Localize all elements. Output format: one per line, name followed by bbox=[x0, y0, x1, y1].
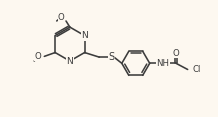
Text: NH: NH bbox=[156, 59, 169, 68]
Text: O: O bbox=[58, 13, 65, 22]
Text: N: N bbox=[66, 57, 73, 66]
Text: O: O bbox=[35, 52, 41, 61]
Text: S: S bbox=[109, 52, 115, 62]
Text: Cl: Cl bbox=[192, 65, 201, 74]
Text: N: N bbox=[81, 31, 88, 40]
Text: O: O bbox=[173, 49, 179, 58]
